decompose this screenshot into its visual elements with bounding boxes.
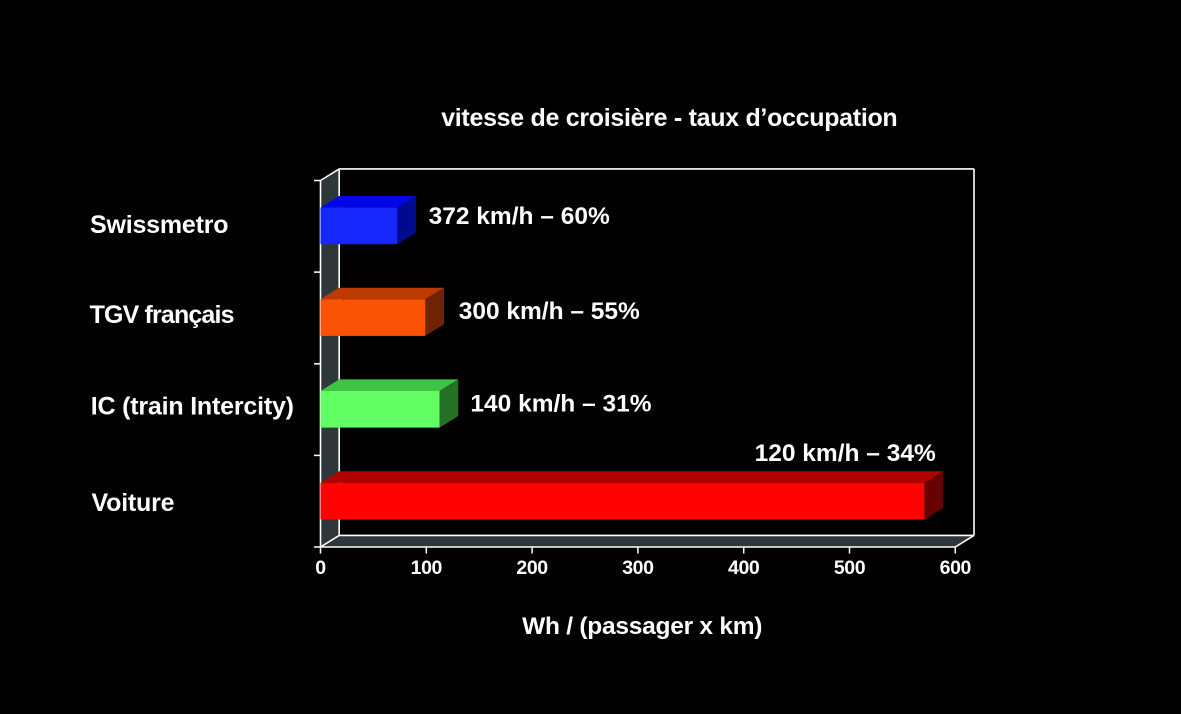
svg-text:120 km/h – 34%: 120 km/h – 34% <box>755 440 936 467</box>
svg-text:372 km/h – 60%: 372 km/h – 60% <box>429 203 610 230</box>
svg-text:300: 300 <box>622 557 654 579</box>
svg-text:200: 200 <box>516 557 548 579</box>
svg-text:600: 600 <box>940 557 972 579</box>
svg-text:300 km/h – 55%: 300 km/h – 55% <box>459 298 640 325</box>
svg-text:140 km/h – 31%: 140 km/h – 31% <box>470 390 651 417</box>
svg-text:100: 100 <box>411 557 443 579</box>
svg-text:Swissmetro: Swissmetro <box>90 211 228 239</box>
svg-text:0: 0 <box>315 557 326 579</box>
svg-text:Wh / (passager x km): Wh / (passager x km) <box>522 613 762 640</box>
svg-text:IC (train Intercity): IC (train Intercity) <box>91 392 294 420</box>
svg-text:500: 500 <box>834 557 866 579</box>
svg-text:Voiture: Voiture <box>92 489 175 517</box>
svg-text:TGV français: TGV français <box>90 301 234 329</box>
svg-text:400: 400 <box>728 557 760 579</box>
svg-text:vitesse de croisière - taux d’: vitesse de croisière - taux d’occupation <box>441 104 897 132</box>
